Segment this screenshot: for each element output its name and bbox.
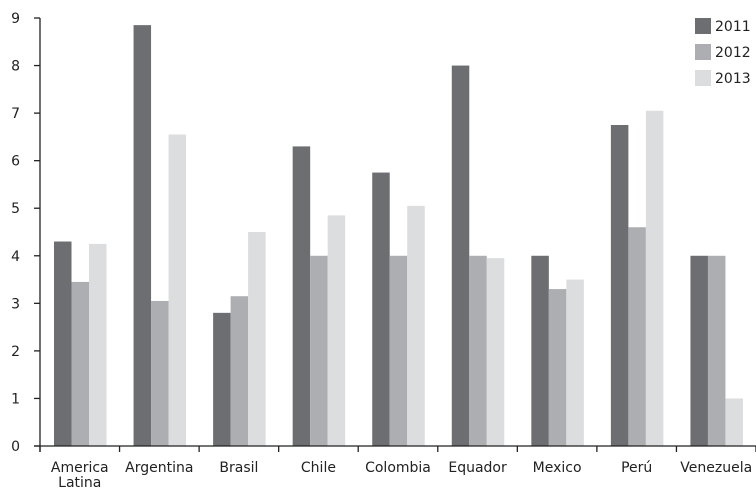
legend-label-2013: 2013 [715,71,751,87]
bar-2013-6 [566,279,584,446]
x-tick-label-1: Argentina [125,460,193,476]
bar-2012-7 [628,227,646,446]
x-tick-label-7: Perú [621,460,652,476]
bar-2011-7 [610,125,629,446]
x-tick-label-3: Chile [301,460,336,476]
legend-swatch-2011 [695,18,711,34]
bar-2012-1 [151,300,169,446]
legend-label-2011: 2011 [715,19,751,35]
bar-2011-1 [133,25,152,447]
bar-2013-4 [407,205,425,446]
bar-2011-5 [451,65,470,447]
bars-layer [54,25,743,447]
bar-2011-3 [292,146,311,446]
x-tick-label-8: Venezuela [680,460,752,476]
bar-2012-3 [310,255,328,446]
x-tick-label-4: Colombia [365,460,431,476]
y-tick-label-4: 4 [11,249,20,265]
y-tick-label-8: 8 [11,59,20,75]
bar-2011-4 [372,172,390,447]
x-tick-label-0-line1: Latina [58,475,101,488]
x-tick-label-0: America [51,460,109,476]
y-tick-label-9: 9 [11,11,20,27]
bar-2012-5 [469,255,487,446]
y-tick-label-1: 1 [11,391,20,407]
y-tick-label-2: 2 [11,344,20,360]
bar-2013-3 [327,215,346,446]
x-tick-label-2: Brasil [219,460,258,476]
y-tick-label-6: 6 [11,154,20,170]
bar-2011-2 [213,312,231,446]
bar-2012-4 [389,255,408,446]
y-tick-label-7: 7 [11,106,20,122]
bar-2011-8 [690,255,708,446]
y-tick-label-0: 0 [11,439,20,455]
bar-2012-6 [548,289,567,446]
bar-2012-8 [707,255,726,446]
bar-2012-2 [230,296,249,446]
legend-label-2012: 2012 [715,45,751,61]
bar-2013-7 [645,110,664,446]
bar-2013-1 [168,134,187,446]
bar-2011-0 [54,241,72,446]
x-tick-label-5: Equador [448,460,507,476]
y-tick-label-5: 5 [11,201,20,217]
legend-swatch-2012 [695,44,711,60]
bar-2013-8 [725,398,743,446]
legend: 2011 2012 2013 [695,18,751,87]
bar-2013-5 [486,258,505,446]
bar-2013-0 [89,243,107,446]
bar-2012-0 [71,281,89,446]
y-tick-label-3: 3 [11,296,20,312]
legend-swatch-2013 [695,70,711,86]
bar-2011-6 [531,255,549,446]
x-tick-label-6: Mexico [533,460,582,476]
bar-2013-2 [248,232,266,446]
